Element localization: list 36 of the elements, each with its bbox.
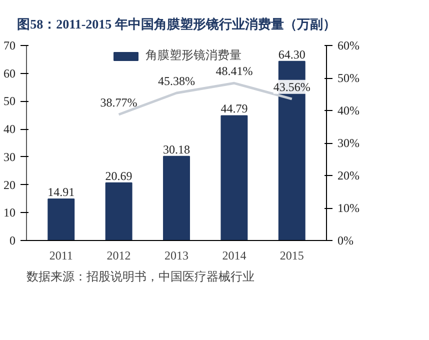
data-label: 64.30	[278, 47, 306, 62]
data-label: 38.77%	[100, 95, 138, 110]
y-tick-label: 30	[4, 150, 16, 164]
x-tick-label: 2015	[280, 248, 304, 262]
y-tick-label: 0	[10, 234, 16, 248]
y2-tick-label: 0%	[338, 234, 354, 248]
y2-tick-label: 50%	[338, 71, 360, 85]
data-label: 30.18	[163, 142, 190, 156]
data-label: 43.56%	[273, 80, 310, 94]
bar	[163, 156, 190, 240]
y-tick-label: 70	[4, 38, 16, 52]
source-note: 数据来源：招股说明书，中国医疗器械行业	[26, 270, 254, 284]
y-tick-label: 50	[4, 94, 16, 108]
y2-tick-label: 40%	[338, 104, 360, 118]
chart-title: 图58：2011-2015 年中国角膜塑形镜行业消费量（万副）	[17, 16, 336, 32]
y-tick-label: 60	[4, 66, 16, 80]
x-tick-label: 2014	[222, 248, 246, 262]
bar	[220, 115, 248, 240]
y-tick-label: 10	[4, 206, 16, 220]
data-label: 45.38%	[158, 74, 195, 88]
bar	[48, 198, 75, 240]
data-label: 48.41%	[216, 64, 253, 78]
y2-tick-label: 20%	[338, 168, 360, 182]
data-label: 14.91	[48, 184, 75, 199]
x-tick-label: 2012	[106, 248, 131, 262]
data-label: 20.69	[105, 168, 132, 183]
y-tick-label: 40	[4, 122, 16, 136]
y-tick-label: 20	[4, 178, 16, 192]
data-label: 44.79	[220, 102, 248, 116]
x-tick-label: 2013	[164, 248, 188, 262]
y2-tick-label: 60%	[338, 38, 360, 52]
legend-label: 角膜塑形镜消费量	[146, 47, 242, 64]
y2-tick-label: 30%	[338, 136, 360, 150]
y2-tick-label: 10%	[338, 201, 360, 215]
bar	[105, 182, 132, 240]
x-tick-label: 2011	[49, 248, 73, 262]
